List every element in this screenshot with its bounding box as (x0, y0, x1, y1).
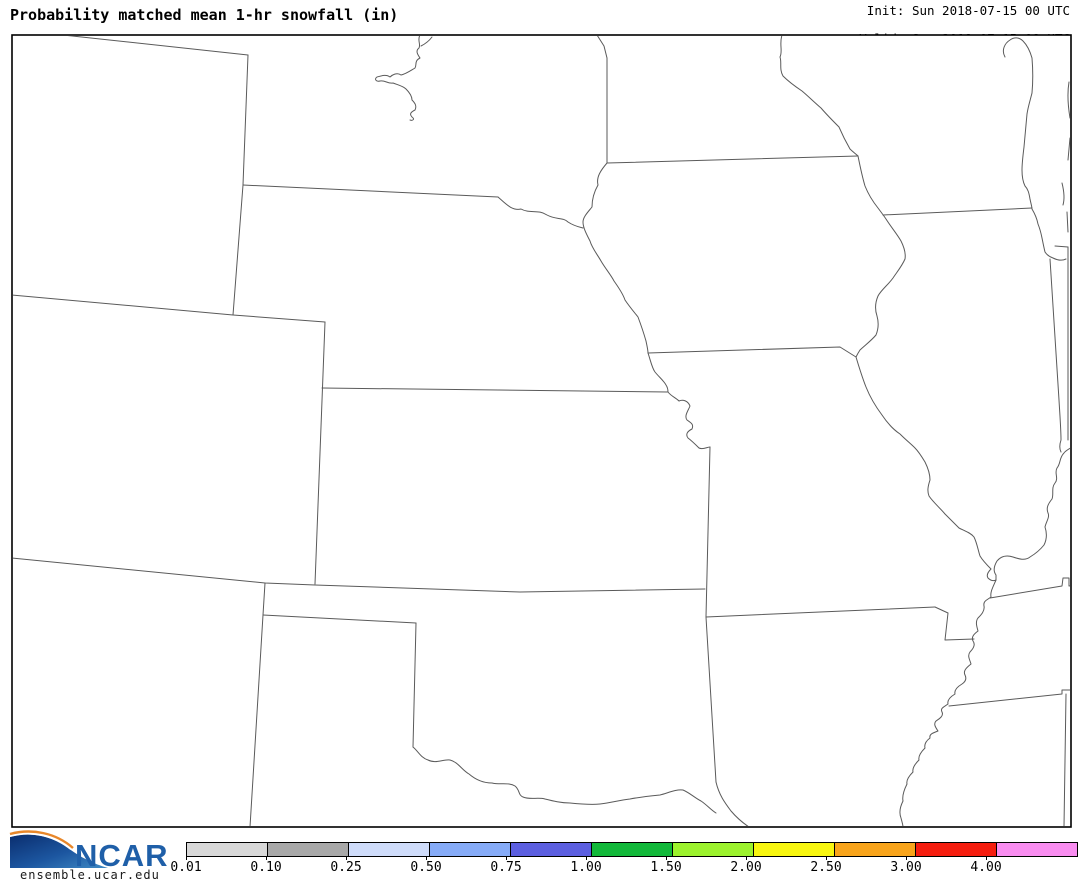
lake-oahe (375, 36, 421, 121)
colorbar-tick-0.75 (506, 856, 507, 860)
border-mn-ia (606, 155, 859, 164)
river-ohio (993, 447, 1070, 581)
colorbar-tick-0.50 (426, 856, 427, 860)
colorbar-label-0.50: 0.50 (410, 860, 442, 875)
colorbar-label-0.25: 0.25 (330, 860, 362, 875)
init-time: Init: Sun 2018-07-15 00 UTC (866, 3, 1070, 18)
river-missouri-sd-ne (497, 196, 584, 229)
colorbar-label-2.50: 2.50 (810, 860, 842, 875)
snowfall-colorbar (186, 842, 1078, 857)
colorbar-segment-6 (673, 843, 754, 856)
border-tn-ms (948, 689, 1070, 707)
river-mississippi-iowa (855, 155, 906, 358)
colorbar-tick-0.25 (346, 856, 347, 860)
ncar-logo-text: NCAR (75, 838, 169, 873)
colorbar-segment-4 (511, 843, 592, 856)
ncar-logo-swoosh (9, 830, 108, 868)
colorbar-label-4.00: 4.00 (970, 860, 1002, 875)
border-ky-tn (989, 577, 1070, 599)
border-montana-line (67, 36, 249, 56)
river-red (412, 746, 717, 814)
colorbar-segment-0 (187, 843, 268, 856)
rivers-and-lakes (375, 36, 1070, 826)
border-mi-in-corner (1054, 245, 1069, 248)
river-mississippi-mo-il (855, 356, 997, 582)
colorbar-segment-3 (430, 843, 511, 856)
colorbar-label-0.10: 0.10 (250, 860, 282, 875)
colorbar-tick-3.00 (906, 856, 907, 860)
map-frame (11, 34, 1072, 828)
border-wi-il (882, 207, 1033, 216)
colorbar-segment-7 (754, 843, 835, 856)
colorbar-tick-4.00 (986, 856, 987, 860)
border-colorado-east (314, 321, 326, 585)
border-ok-ar (705, 616, 717, 783)
border-nm-ok (262, 582, 266, 616)
border-mo-ar (705, 606, 936, 618)
border-sd-mn (597, 36, 608, 164)
colorbar-segment-9 (916, 843, 997, 856)
border-sd-ne-43n (242, 184, 499, 198)
colorbar-tick-2.00 (746, 856, 747, 860)
river-big-sioux-missouri-ia (582, 162, 649, 354)
border-37n (13, 557, 706, 593)
colorbar-tick-1.50 (666, 856, 667, 860)
colorbar-tick-0.10 (266, 856, 267, 860)
river-missouri-ne-ks-mo (647, 352, 711, 450)
border-ar-tx (715, 781, 749, 826)
colorbar-segment-10 (997, 843, 1077, 856)
border-nm-tx (249, 614, 264, 826)
lake-michigan-east-shore-2 (1067, 81, 1070, 119)
lake-michigan-east-shore-5 (1066, 211, 1069, 233)
colorbar-label-1.00: 1.00 (570, 860, 602, 875)
colorbar-label-3.00: 3.00 (890, 860, 922, 875)
ensemble-url: ensemble.ucar.edu (20, 868, 160, 882)
border-mo-bootheel (934, 606, 975, 641)
border-ia-mo (647, 346, 857, 358)
colorbar-label-0.01: 0.01 (170, 860, 202, 875)
page-title: Probability matched mean 1-hr snowfall (… (10, 6, 399, 24)
colorbar-segment-8 (835, 843, 916, 856)
border-41n (13, 294, 326, 323)
colorbar-tick-2.50 (826, 856, 827, 860)
colorbar-tick-0.01 (186, 856, 187, 860)
colorbar-segment-1 (268, 843, 349, 856)
border-tx-100w (412, 622, 417, 748)
colorbar-segment-5 (592, 843, 673, 856)
lake-michigan-east-shore-4 (1061, 182, 1065, 206)
river-mississippi-lower (899, 579, 997, 826)
colorbar-segment-2 (349, 843, 430, 856)
border-il-in (1049, 258, 1062, 453)
colorbar-label-1.50: 1.50 (650, 860, 682, 875)
border-ms-al (1063, 693, 1067, 826)
colorbar-label-2.00: 2.00 (730, 860, 762, 875)
river-mississippi-mn-wi (779, 36, 859, 157)
state-borders (13, 36, 1070, 826)
colorbar-label-0.75: 0.75 (490, 860, 522, 875)
border-tx-north (262, 614, 417, 624)
border-ne-ks-40n (321, 387, 669, 393)
colorbar-tick-1.00 (586, 856, 587, 860)
lake-michigan-west-shore (1002, 37, 1067, 261)
border-ks-mo (705, 446, 711, 618)
lake-oahe-branch (420, 36, 433, 47)
lake-michigan-east-shore-3 (1067, 137, 1070, 161)
